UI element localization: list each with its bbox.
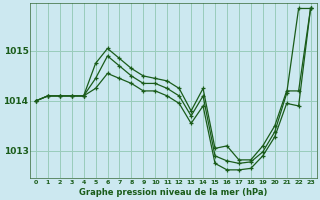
X-axis label: Graphe pression niveau de la mer (hPa): Graphe pression niveau de la mer (hPa) [79, 188, 268, 197]
